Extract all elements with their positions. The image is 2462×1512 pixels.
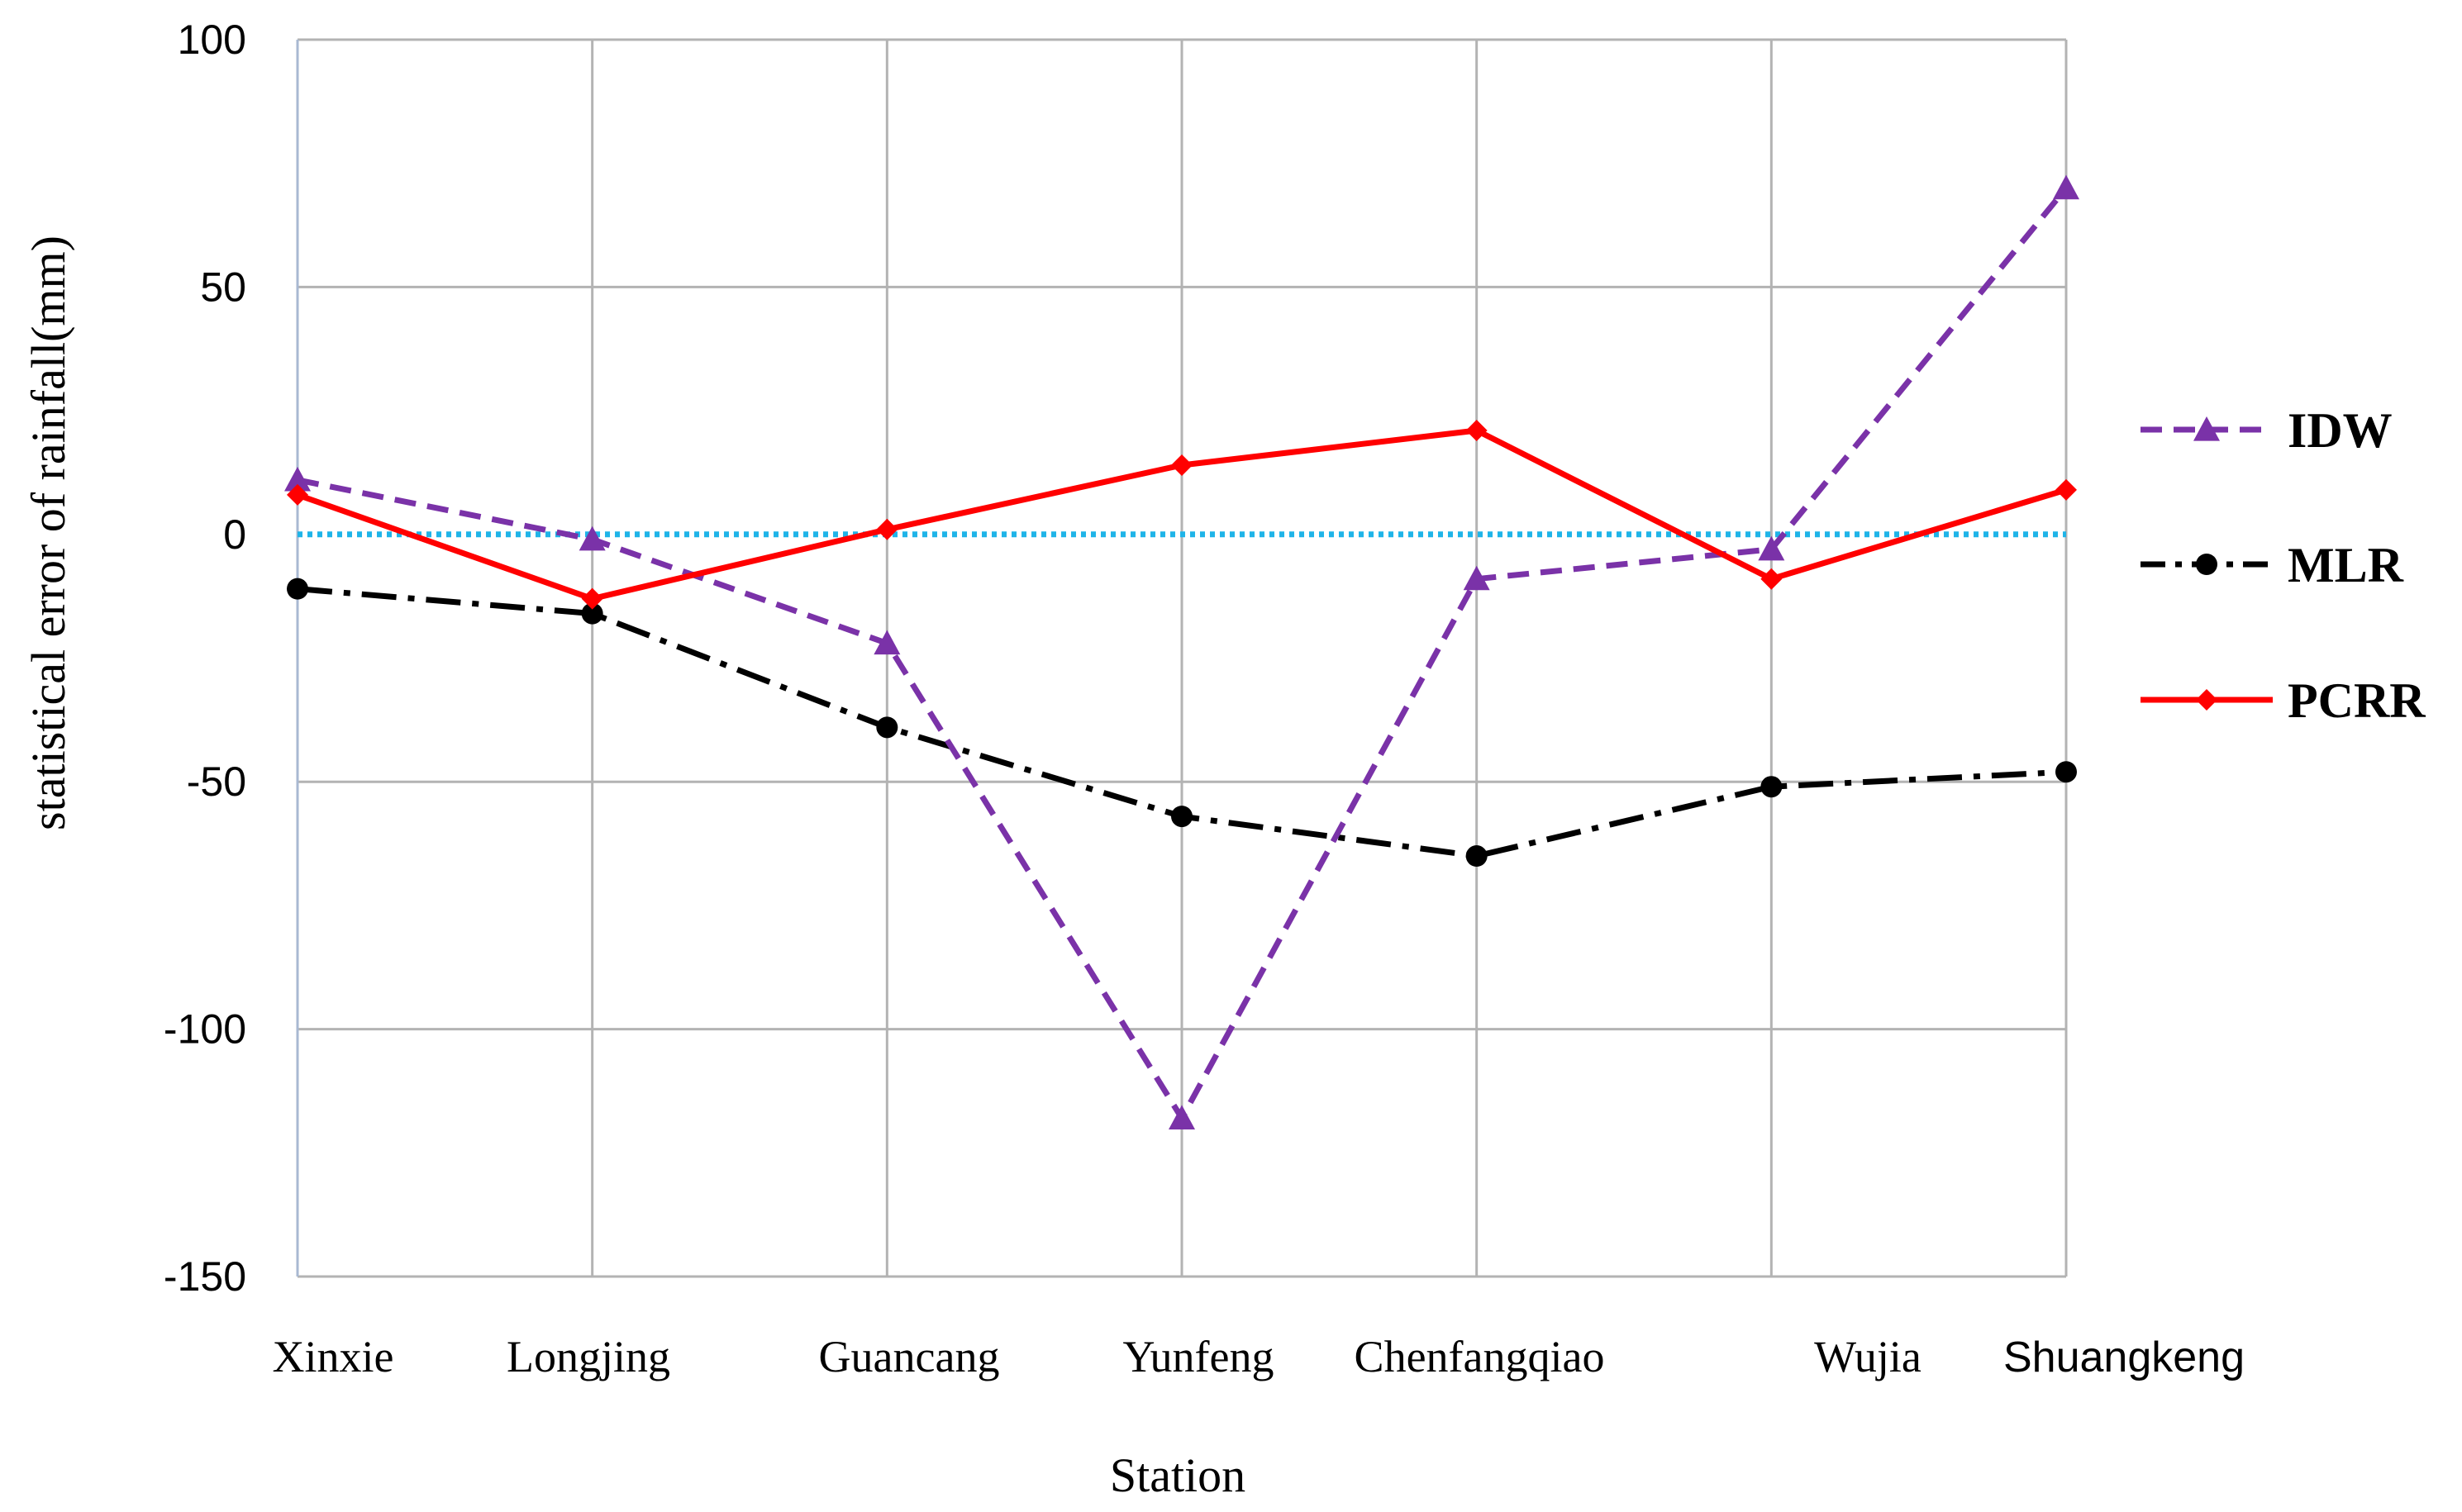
data-point	[1171, 454, 1193, 476]
data-point	[579, 525, 606, 551]
series-mlr	[287, 578, 2077, 868]
x-axis-title: Station	[1110, 1448, 1245, 1502]
y-axis-title: statistical error of rainfall(mm)	[21, 235, 75, 830]
y-tick-label: -50	[187, 758, 246, 805]
y-tick-label: -150	[164, 1253, 246, 1300]
data-point	[1171, 806, 1193, 828]
x-tick-label: Xinxie	[273, 1332, 394, 1381]
series-layer	[284, 174, 2079, 1129]
series-idw	[284, 174, 2079, 1129]
data-point	[1760, 568, 1783, 590]
legend: IDW MLR PCRR	[2141, 403, 2426, 728]
grid-lines	[296, 38, 2068, 1278]
legend-marker	[2193, 416, 2220, 441]
series-pcrr	[287, 420, 2077, 610]
x-tick-label: Chenfangqiao	[1355, 1332, 1605, 1381]
legend-item-pcrr: PCRR	[2141, 673, 2426, 728]
legend-label: MLR	[2288, 538, 2404, 592]
data-point	[581, 602, 603, 625]
data-point	[287, 483, 308, 506]
data-point	[2055, 478, 2077, 501]
data-point	[1758, 535, 1785, 561]
legend-item-idw: IDW	[2141, 403, 2393, 458]
data-point	[2055, 761, 2077, 783]
data-point	[1465, 845, 1488, 868]
data-point	[284, 466, 311, 492]
x-tick-label: Guancang	[819, 1332, 1000, 1381]
x-tick-label: Yunfeng	[1123, 1332, 1274, 1381]
legend-item-mlr: MLR	[2141, 538, 2404, 592]
data-point	[1760, 776, 1783, 798]
data-point	[876, 716, 898, 739]
data-point	[2053, 174, 2079, 200]
data-point	[874, 630, 901, 655]
x-axis-ticks: Xinxie Longjing Guancang Yunfeng Chenfangqia…	[273, 1332, 2245, 1381]
y-tick-label: 0	[223, 511, 246, 558]
legend-label: PCRR	[2288, 673, 2426, 728]
x-tick-label: Longjing	[507, 1332, 670, 1381]
y-axis-ticks: 100 50 0 -50 -100 -150	[164, 17, 246, 1300]
y-tick-label: 100	[178, 17, 246, 63]
y-tick-label: -100	[164, 1006, 246, 1053]
legend-marker	[2196, 554, 2217, 575]
x-tick-label: Shuangkeng	[2003, 1334, 2245, 1381]
legend-marker	[2196, 689, 2217, 711]
data-point	[1169, 1105, 1195, 1129]
data-point	[1465, 420, 1488, 442]
x-tick-label: Wujia	[1814, 1332, 1922, 1381]
data-point	[287, 578, 308, 600]
y-tick-label: 50	[200, 264, 246, 310]
data-point	[581, 587, 603, 610]
data-point	[1463, 565, 1490, 591]
legend-label: IDW	[2288, 403, 2393, 458]
data-point	[876, 518, 898, 540]
